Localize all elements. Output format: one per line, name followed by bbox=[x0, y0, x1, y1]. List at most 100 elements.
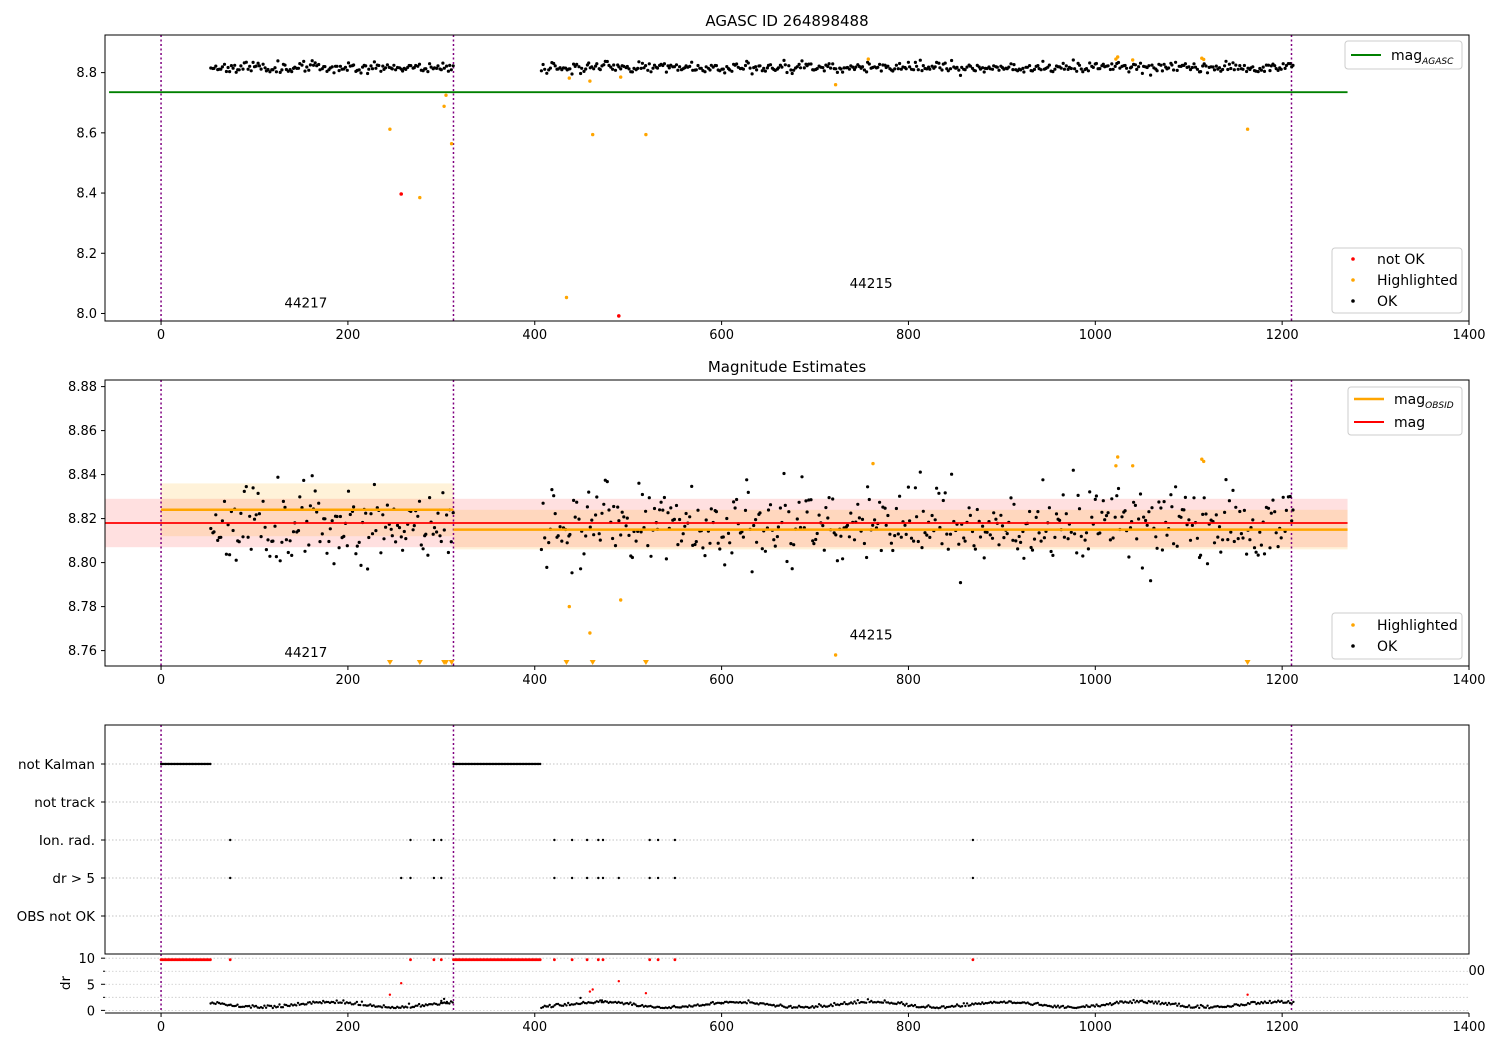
dr-point bbox=[1093, 1005, 1097, 1008]
ok-point bbox=[541, 501, 545, 505]
dr-point bbox=[775, 1004, 779, 1007]
dr-point bbox=[905, 1002, 908, 1005]
ok-point bbox=[1150, 63, 1154, 67]
ok-point bbox=[839, 534, 843, 538]
ok-point bbox=[261, 62, 265, 66]
highlighted-point bbox=[388, 127, 392, 131]
ok-point bbox=[909, 536, 914, 540]
ok-point bbox=[212, 66, 216, 70]
dr-point bbox=[981, 1001, 984, 1004]
ok-point bbox=[948, 532, 953, 536]
dr-red-point bbox=[209, 958, 212, 962]
ok-point bbox=[1241, 536, 1245, 540]
ok-point bbox=[1034, 515, 1038, 520]
offscale-marker bbox=[1244, 660, 1251, 665]
ok-point bbox=[973, 69, 978, 73]
ok-point bbox=[1051, 70, 1055, 74]
dr-point bbox=[1152, 1002, 1156, 1005]
ok-point bbox=[335, 64, 339, 68]
dr-point bbox=[1095, 1003, 1098, 1006]
x-tick-label: 600 bbox=[709, 328, 734, 343]
ok-point bbox=[1245, 552, 1249, 556]
ok-point bbox=[359, 71, 363, 75]
highlighted-point bbox=[1114, 464, 1118, 468]
ok-point bbox=[772, 538, 776, 542]
ok-point bbox=[696, 63, 700, 68]
x-tick-label: 400 bbox=[522, 1020, 547, 1035]
ok-point bbox=[676, 543, 680, 547]
dr-red-point bbox=[439, 958, 443, 962]
flag-point bbox=[409, 876, 412, 880]
flag-point bbox=[585, 838, 589, 842]
ok-point bbox=[1261, 65, 1265, 69]
ok-point bbox=[879, 69, 883, 73]
ok-point bbox=[963, 539, 967, 543]
ok-point bbox=[1061, 493, 1065, 497]
dr-point bbox=[1167, 1001, 1171, 1005]
dr-point bbox=[288, 1004, 291, 1008]
ok-point bbox=[1011, 68, 1015, 72]
ok-point bbox=[735, 62, 739, 66]
ok-point bbox=[691, 68, 695, 72]
ok-point bbox=[1160, 548, 1164, 552]
ok-point bbox=[219, 67, 223, 71]
ok-point bbox=[636, 66, 640, 70]
ok-point bbox=[283, 63, 287, 67]
ok-point bbox=[664, 557, 669, 561]
dr-point bbox=[407, 1002, 411, 1005]
ok-point bbox=[678, 517, 682, 522]
ok-point bbox=[1116, 60, 1121, 65]
panel-agasc-frame bbox=[104, 34, 1470, 322]
dr-point bbox=[296, 1001, 300, 1005]
ok-point bbox=[1175, 68, 1179, 72]
clipped-tick-label: 00 bbox=[1468, 964, 1485, 979]
ok-point bbox=[402, 529, 406, 534]
ok-point bbox=[539, 547, 544, 552]
x-tick-label: 600 bbox=[709, 1020, 734, 1035]
dr-point bbox=[308, 1001, 311, 1004]
ok-point bbox=[259, 67, 263, 71]
ok-point bbox=[271, 68, 275, 72]
ok-point bbox=[613, 544, 618, 548]
dr-point bbox=[249, 1006, 253, 1009]
panel-dr-marks bbox=[105, 954, 1469, 1013]
ok-point bbox=[318, 540, 322, 544]
ok-point bbox=[367, 535, 371, 540]
ok-point bbox=[298, 495, 302, 499]
ok-point bbox=[244, 485, 248, 489]
ok-point bbox=[254, 64, 258, 68]
ok-point bbox=[1041, 59, 1045, 63]
ok-point bbox=[1217, 525, 1222, 529]
ok-point bbox=[921, 64, 925, 68]
dr-point bbox=[860, 1000, 863, 1004]
ok-point bbox=[1232, 539, 1236, 544]
ok-point bbox=[997, 543, 1001, 547]
dr-point bbox=[419, 1005, 422, 1008]
ok-point bbox=[723, 563, 727, 567]
ok-point bbox=[579, 71, 583, 76]
ok-point bbox=[694, 68, 698, 72]
flag-point bbox=[597, 876, 600, 880]
ok-point bbox=[1269, 511, 1273, 515]
dr-point bbox=[382, 1004, 385, 1007]
ok-point bbox=[1127, 555, 1131, 559]
dr-point bbox=[1186, 1005, 1189, 1009]
dr-red-point bbox=[432, 958, 436, 962]
ok-point bbox=[1005, 532, 1009, 536]
ok-point bbox=[439, 539, 443, 544]
ok-point bbox=[860, 65, 865, 69]
ok-point bbox=[379, 69, 383, 73]
ok-point bbox=[572, 498, 576, 502]
ok-point bbox=[1025, 65, 1029, 69]
highlighted-point bbox=[442, 104, 446, 109]
ok-point bbox=[572, 62, 576, 66]
ok-point bbox=[438, 534, 442, 538]
ok-point bbox=[1086, 69, 1090, 73]
obsid-label: 44215 bbox=[850, 628, 893, 644]
dr-point bbox=[883, 999, 886, 1002]
ok-point bbox=[827, 62, 831, 66]
y-tick-label: 8.88 bbox=[68, 380, 97, 395]
ok-point bbox=[1224, 59, 1228, 63]
ok-point bbox=[1214, 513, 1218, 517]
ok-point bbox=[928, 535, 932, 540]
